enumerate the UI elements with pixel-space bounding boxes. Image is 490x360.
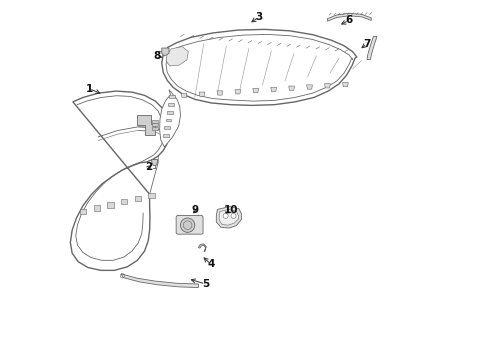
Polygon shape: [343, 82, 348, 87]
Polygon shape: [169, 95, 175, 98]
Text: 3: 3: [256, 12, 263, 22]
Polygon shape: [152, 159, 157, 165]
Text: 6: 6: [345, 15, 353, 26]
Circle shape: [180, 218, 195, 232]
Polygon shape: [253, 89, 259, 93]
Polygon shape: [307, 85, 313, 89]
Polygon shape: [198, 244, 206, 252]
Polygon shape: [166, 46, 188, 66]
Polygon shape: [168, 103, 174, 106]
Polygon shape: [324, 84, 330, 88]
Polygon shape: [327, 13, 371, 21]
Text: 7: 7: [363, 39, 370, 49]
Polygon shape: [121, 199, 127, 204]
Polygon shape: [107, 202, 114, 208]
Polygon shape: [217, 91, 223, 95]
Text: 4: 4: [207, 259, 215, 269]
Polygon shape: [135, 196, 141, 201]
Polygon shape: [165, 126, 170, 129]
Text: 10: 10: [223, 206, 238, 216]
Polygon shape: [71, 91, 169, 270]
Polygon shape: [122, 274, 198, 288]
Polygon shape: [163, 134, 169, 137]
FancyBboxPatch shape: [176, 216, 203, 234]
Polygon shape: [367, 37, 377, 59]
Polygon shape: [162, 30, 357, 105]
Polygon shape: [167, 111, 172, 114]
Polygon shape: [80, 209, 87, 214]
Polygon shape: [199, 92, 205, 96]
Polygon shape: [219, 210, 239, 225]
Polygon shape: [235, 90, 241, 94]
Polygon shape: [271, 87, 276, 91]
Polygon shape: [216, 207, 242, 228]
Polygon shape: [289, 86, 294, 90]
Polygon shape: [152, 127, 158, 130]
Polygon shape: [166, 118, 171, 121]
Text: 1: 1: [85, 84, 93, 94]
Text: 8: 8: [154, 51, 161, 61]
Polygon shape: [152, 120, 158, 123]
Circle shape: [223, 213, 228, 219]
Polygon shape: [152, 123, 158, 126]
Text: 5: 5: [202, 279, 209, 289]
Polygon shape: [181, 93, 187, 98]
Polygon shape: [162, 48, 169, 56]
Text: 9: 9: [191, 206, 198, 216]
Circle shape: [231, 213, 236, 219]
Polygon shape: [148, 193, 155, 198]
Text: 2: 2: [145, 162, 152, 172]
Polygon shape: [94, 206, 100, 211]
Polygon shape: [160, 90, 180, 147]
Polygon shape: [137, 116, 155, 135]
